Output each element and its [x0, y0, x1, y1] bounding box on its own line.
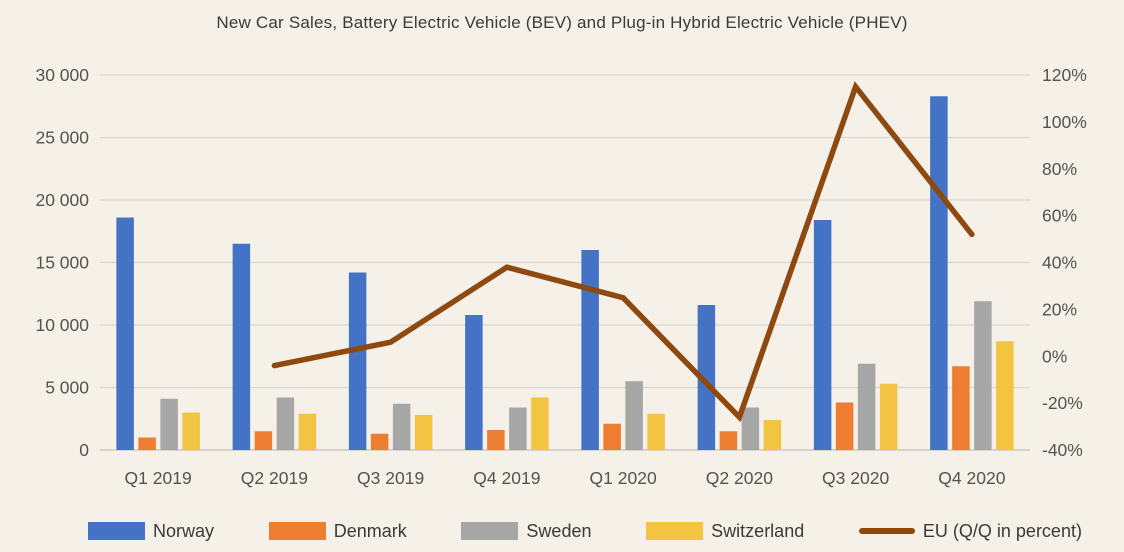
legend-swatch-sweden [461, 522, 519, 540]
bar-sweden-q4-2020 [974, 301, 992, 450]
left-axis-tick-label: 10 000 [35, 315, 89, 335]
left-axis-tick-label: 0 [79, 440, 89, 460]
x-axis-label-q4-2020: Q4 2020 [938, 468, 1005, 488]
chart-legend: Norway Denmark Sweden Switzerland EU (Q/Q in… [88, 516, 1082, 546]
legend-swatch-eu-q-q-in-percent [858, 528, 915, 534]
bar-sweden-q1-2019 [160, 398, 178, 450]
bar-switzerland-q3-2019 [414, 415, 433, 450]
right-axis-tick-label: 0% [1042, 346, 1067, 366]
bar-norway-q4-2020 [930, 96, 948, 450]
legend-label-norway: Norway [153, 520, 215, 541]
bar-norway-q4-2019 [465, 315, 483, 450]
bar-switzerland-q2-2020 [763, 420, 782, 450]
bar-denmark-q1-2020 [603, 423, 621, 450]
legend-item-sweden: Sweden [461, 521, 591, 542]
eu-qq-line [271, 81, 975, 423]
left-axis-tick-label: 25 000 [35, 128, 89, 148]
legend-item-denmark: Denmark [268, 520, 407, 542]
bar-switzerland-q3-2020 [879, 383, 898, 450]
bar-norway-q2-2019 [232, 243, 251, 450]
legend-item-switzerland: Switzerland [646, 521, 804, 542]
x-axis-label-q1-2020: Q1 2020 [590, 468, 657, 488]
bar-switzerland-q1-2020 [647, 413, 665, 450]
bar-sweden-q3-2020 [857, 363, 876, 450]
legend-item-eu-q-q-in-percent: EU (Q/Q in percent) [858, 520, 1082, 542]
bar-norway-q3-2019 [348, 272, 367, 450]
x-axis-label-q3-2020: Q3 2020 [822, 468, 889, 488]
x-axis-label-q4-2019: Q4 2019 [473, 468, 540, 488]
right-axis-tick-label: 100% [1042, 112, 1087, 132]
bar-norway-q1-2019 [116, 217, 134, 450]
bar-sweden-q1-2020 [625, 381, 643, 450]
legend-swatch-norway [88, 522, 145, 540]
x-axis-label-q3-2019: Q3 2019 [357, 468, 424, 488]
legend-label-eu-q-q-in-percent: EU (Q/Q in percent) [922, 520, 1082, 541]
right-axis-tick-label: 40% [1042, 253, 1077, 273]
right-axis-tick-label: -40% [1042, 440, 1083, 460]
bar-sweden-q4-2019 [509, 407, 527, 450]
bar-denmark-q1-2019 [138, 437, 156, 450]
x-axis-label-q1-2019: Q1 2019 [125, 468, 192, 488]
legend-swatch-denmark [268, 522, 326, 540]
left-axis-tick-label: 15 000 [35, 253, 89, 273]
right-axis-tick-label: 60% [1042, 206, 1077, 226]
bar-denmark-q4-2020 [952, 366, 970, 450]
bar-norway-q1-2020 [581, 250, 599, 450]
legend-label-sweden: Sweden [526, 520, 592, 541]
right-axis-tick-label: 80% [1042, 159, 1077, 179]
left-axis-tick-label: 20 000 [35, 190, 89, 210]
bar-switzerland-q4-2019 [531, 397, 549, 450]
bar-denmark-q2-2020 [719, 431, 738, 450]
x-axis-label-q2-2019: Q2 2019 [241, 468, 308, 488]
bar-denmark-q3-2020 [835, 402, 854, 450]
right-axis-tick-label: -20% [1042, 393, 1083, 413]
bar-sweden-q3-2019 [392, 403, 411, 450]
bar-norway-q2-2020 [697, 305, 716, 450]
left-axis-tick-label: 5 000 [45, 378, 89, 398]
x-axis-label-q2-2020: Q2 2020 [706, 468, 773, 488]
bar-switzerland-q2-2019 [298, 413, 317, 450]
legend-item-norway: Norway [88, 521, 214, 542]
bar-denmark-q4-2019 [487, 430, 505, 450]
legend-swatch-switzerland [646, 522, 704, 540]
bar-norway-q3-2020 [813, 220, 832, 450]
right-axis-tick-label: 120% [1042, 65, 1087, 85]
bar-denmark-q3-2019 [370, 433, 389, 450]
left-axis-tick-label: 30 000 [35, 65, 89, 85]
bar-sweden-q2-2020 [741, 407, 760, 450]
bar-denmark-q2-2019 [254, 431, 273, 450]
bar-switzerland-q1-2019 [182, 412, 200, 450]
right-axis-tick-label: 20% [1042, 299, 1077, 319]
bar-switzerland-q4-2020 [996, 341, 1014, 450]
bar-sweden-q2-2019 [276, 397, 295, 450]
legend-label-switzerland: Switzerland [711, 520, 805, 541]
legend-label-denmark: Denmark [333, 520, 407, 541]
chart-title: New Car Sales, Battery Electric Vehicle … [216, 13, 908, 32]
